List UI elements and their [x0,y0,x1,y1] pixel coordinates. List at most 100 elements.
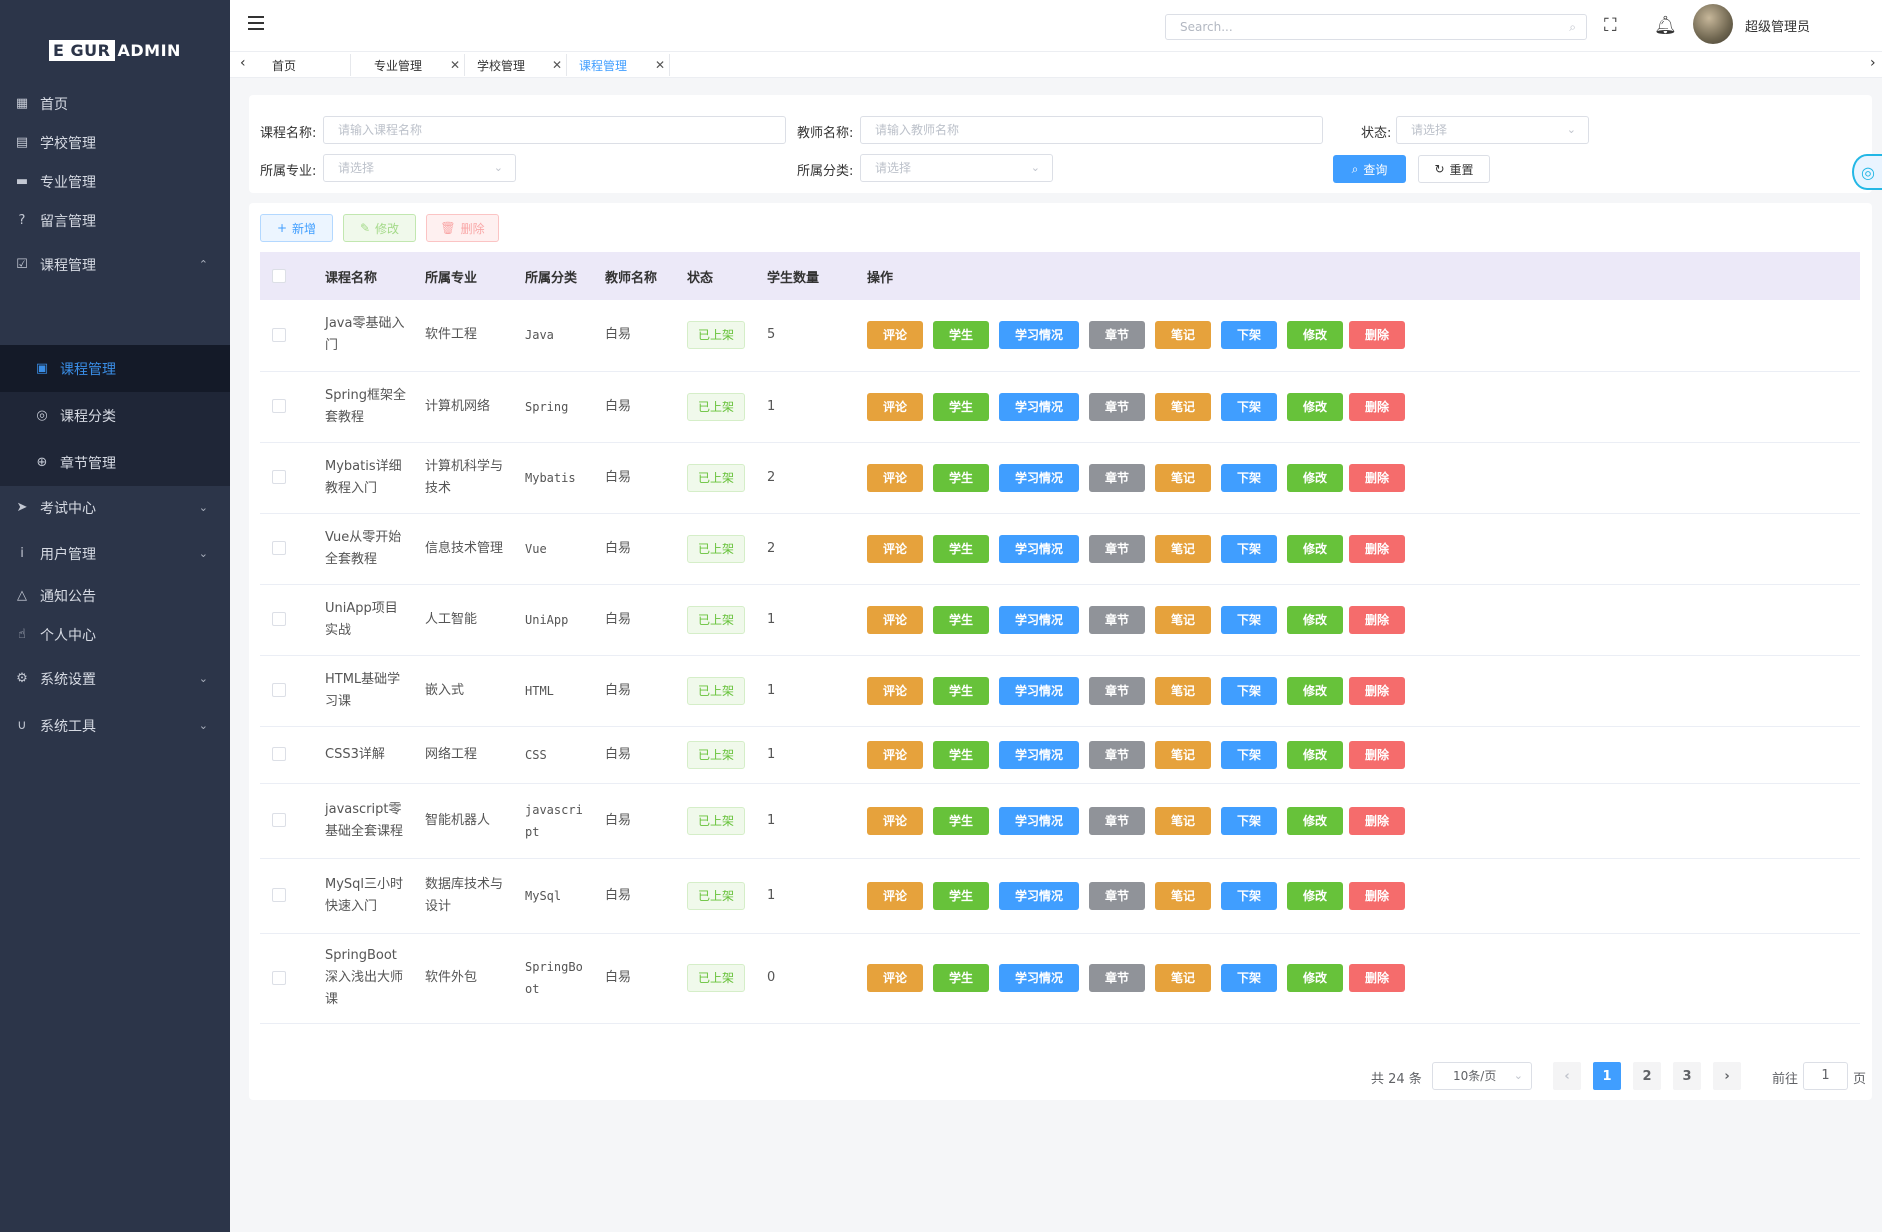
delete-row-button[interactable]: 删除 [1349,392,1405,421]
delete-row-button[interactable]: 删除 [1349,605,1405,634]
unpublish-button[interactable]: 下架 [1221,740,1277,769]
row-checkbox[interactable] [272,813,286,827]
notes-button[interactable]: 笔记 [1155,740,1211,769]
students-button[interactable]: 学生 [933,806,989,835]
edit-row-button[interactable]: 修改 [1287,964,1343,992]
add-button[interactable]: + 新增 [260,214,333,242]
comment-button[interactable]: 评论 [867,740,923,769]
notes-button[interactable]: 笔记 [1155,392,1211,421]
search-input[interactable]: Search... ⌕ [1165,14,1587,40]
close-icon[interactable]: ✕ [449,58,460,72]
select-all-checkbox[interactable] [272,269,286,283]
page-button-2[interactable]: 2 [1633,1062,1661,1090]
unpublish-button[interactable]: 下架 [1221,605,1277,634]
tabs-scroll-right-icon[interactable]: › [1870,55,1876,71]
unpublish-button[interactable]: 下架 [1221,806,1277,835]
edit-row-button[interactable]: 修改 [1287,605,1343,634]
delete-row-button[interactable]: 删除 [1349,534,1405,563]
chapters-button[interactable]: 章节 [1089,463,1145,492]
sidebar-subitem-1[interactable]: ◎ 课程分类 [0,392,230,439]
edit-row-button[interactable]: 修改 [1287,740,1343,769]
next-page-button[interactable]: › [1713,1062,1741,1090]
progress-button[interactable]: 学习情况 [999,321,1079,350]
delete-row-button[interactable]: 删除 [1349,463,1405,492]
sidebar-item-10[interactable]: ☝ 个人中心 [0,611,230,658]
chapters-button[interactable]: 章节 [1089,676,1145,705]
unpublish-button[interactable]: 下架 [1221,321,1277,350]
notes-button[interactable]: 笔记 [1155,534,1211,563]
notes-button[interactable]: 笔记 [1155,964,1211,992]
students-button[interactable]: 学生 [933,881,989,910]
progress-button[interactable]: 学习情况 [999,534,1079,563]
sidebar-item-7[interactable]: ➤ 考试中心 ⌄ [0,484,230,531]
category-select[interactable]: 请选择 ⌄ [860,154,1053,182]
delete-button[interactable]: 🗑︎ 删除 [426,214,499,242]
course-name-input[interactable]: 请输入课程名称 [323,116,786,144]
sidebar-item-1[interactable]: ▤ 学校管理 [0,119,230,166]
progress-button[interactable]: 学习情况 [999,740,1079,769]
progress-button[interactable]: 学习情况 [999,463,1079,492]
tab-home[interactable]: 首页 [260,54,351,76]
students-button[interactable]: 学生 [933,534,989,563]
unpublish-button[interactable]: 下架 [1221,463,1277,492]
unpublish-button[interactable]: 下架 [1221,676,1277,705]
row-checkbox[interactable] [272,888,286,902]
sidebar-item-0[interactable]: ▦ 首页 [0,80,230,127]
prev-page-button[interactable]: ‹ [1553,1062,1581,1090]
delete-row-button[interactable]: 删除 [1349,964,1405,992]
comment-button[interactable]: 评论 [867,534,923,563]
sidebar-item-8[interactable]: i 用户管理 ⌄ [0,530,230,577]
avatar[interactable] [1693,4,1733,44]
sidebar-item-4[interactable]: ☑ 课程管理 ⌃ [0,241,230,288]
sidebar-item-9[interactable]: △ 通知公告 [0,572,230,619]
chapters-button[interactable]: 章节 [1089,534,1145,563]
progress-button[interactable]: 学习情况 [999,806,1079,835]
fullscreen-icon[interactable]: ⛶ [1604,15,1617,36]
sidebar-item-12[interactable]: ∪ 系统工具 ⌄ [0,702,230,749]
students-button[interactable]: 学生 [933,740,989,769]
students-button[interactable]: 学生 [933,463,989,492]
sidebar-item-3[interactable]: ? 留言管理 [0,197,230,244]
comment-button[interactable]: 评论 [867,806,923,835]
chapters-button[interactable]: 章节 [1089,806,1145,835]
close-icon[interactable]: ✕ [654,58,665,72]
sidebar-item-11[interactable]: ⚙ 系统设置 ⌄ [0,655,230,702]
edit-row-button[interactable]: 修改 [1287,392,1343,421]
chapters-button[interactable]: 章节 [1089,740,1145,769]
students-button[interactable]: 学生 [933,321,989,350]
sidebar-subitem-2[interactable]: ⊕ 章节管理 [0,439,230,486]
user-name[interactable]: 超级管理员 [1745,20,1811,35]
close-icon[interactable]: ✕ [551,58,562,72]
sidebar-item-2[interactable]: ▬ 专业管理 [0,158,230,205]
notes-button[interactable]: 笔记 [1155,605,1211,634]
delete-row-button[interactable]: 删除 [1349,740,1405,769]
comment-button[interactable]: 评论 [867,463,923,492]
students-button[interactable]: 学生 [933,964,989,992]
edit-row-button[interactable]: 修改 [1287,806,1343,835]
assistant-float-icon[interactable]: ◎ [1852,154,1882,190]
comment-button[interactable]: 评论 [867,964,923,992]
menu-toggle-icon[interactable] [248,16,264,30]
page-button-3[interactable]: 3 [1673,1062,1701,1090]
notes-button[interactable]: 笔记 [1155,463,1211,492]
row-checkbox[interactable] [272,399,286,413]
comment-button[interactable]: 评论 [867,676,923,705]
chapters-button[interactable]: 章节 [1089,392,1145,421]
students-button[interactable]: 学生 [933,676,989,705]
row-checkbox[interactable] [272,683,286,697]
query-button[interactable]: ⌕ 查询 [1333,155,1406,183]
comment-button[interactable]: 评论 [867,392,923,421]
comment-button[interactable]: 评论 [867,605,923,634]
chapters-button[interactable]: 章节 [1089,321,1145,350]
unpublish-button[interactable]: 下架 [1221,534,1277,563]
notes-button[interactable]: 笔记 [1155,806,1211,835]
sidebar-subitem-0[interactable]: ▣ 课程管理 [0,345,230,392]
edit-row-button[interactable]: 修改 [1287,881,1343,910]
tabs-scroll-left-icon[interactable]: ‹ [240,55,246,71]
chapters-button[interactable]: 章节 [1089,605,1145,634]
teacher-name-input[interactable]: 请输入教师名称 [860,116,1323,144]
delete-row-button[interactable]: 删除 [1349,881,1405,910]
progress-button[interactable]: 学习情况 [999,964,1079,992]
comment-button[interactable]: 评论 [867,321,923,350]
progress-button[interactable]: 学习情况 [999,605,1079,634]
